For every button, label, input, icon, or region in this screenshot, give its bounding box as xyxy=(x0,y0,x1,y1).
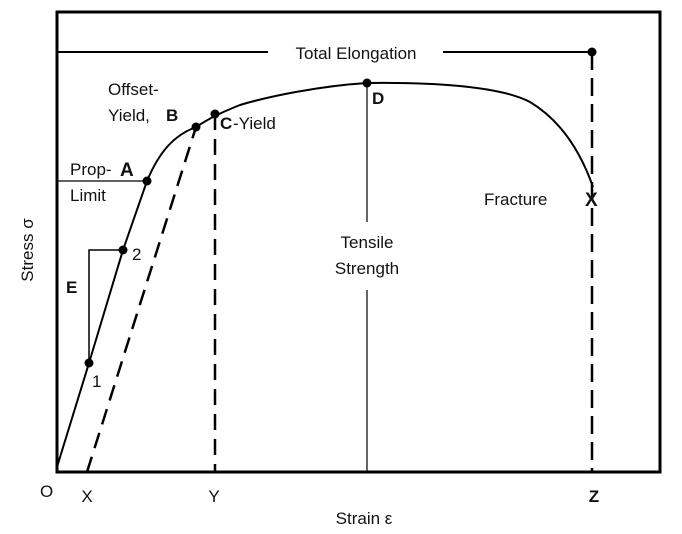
point-2-dot xyxy=(118,245,128,255)
modulus-e-label: E xyxy=(66,278,77,297)
yield-label: -Yield xyxy=(233,114,276,133)
point-a-label: A xyxy=(120,160,134,181)
point-c-dot xyxy=(210,109,220,119)
point-c-label: C xyxy=(220,114,232,133)
prop-limit-label-line2: Limit xyxy=(70,186,106,205)
point-1-dot xyxy=(84,358,94,368)
stress-strain-curve xyxy=(56,81,594,468)
origin-label: O xyxy=(40,482,53,501)
prop-limit-label-line1: Prop- xyxy=(70,160,112,179)
fracture-label: Fracture xyxy=(484,190,547,209)
tick-y-label: Y xyxy=(208,487,219,506)
point-a-dot xyxy=(142,176,152,186)
y-axis-label: Stress σ xyxy=(18,218,37,282)
offset-yield-line xyxy=(85,126,198,473)
point-b-dot xyxy=(191,122,201,132)
point-1-label: 1 xyxy=(92,372,101,391)
point-d-label: D xyxy=(372,89,384,108)
total-elongation-end-dot xyxy=(587,47,597,57)
point-2-label: 2 xyxy=(132,245,141,264)
tick-x-label: X xyxy=(81,487,92,506)
offset-yield-label-line1: Offset- xyxy=(108,80,159,99)
tensile-strength-label-line2: Strength xyxy=(335,259,399,278)
offset-yield-label-line2: Yield, xyxy=(108,106,150,125)
total-elongation-label: Total Elongation xyxy=(296,44,417,63)
tensile-strength-label-line1: Tensile xyxy=(341,233,394,252)
x-axis-label: Strain ε xyxy=(336,509,393,528)
tick-z-label: Z xyxy=(589,487,599,506)
point-d-dot xyxy=(362,78,372,88)
plot-frame xyxy=(55,10,662,474)
fracture-point-x-label: X xyxy=(585,190,598,211)
point-b-label: B xyxy=(166,106,178,125)
modulus-bracket xyxy=(88,249,123,363)
